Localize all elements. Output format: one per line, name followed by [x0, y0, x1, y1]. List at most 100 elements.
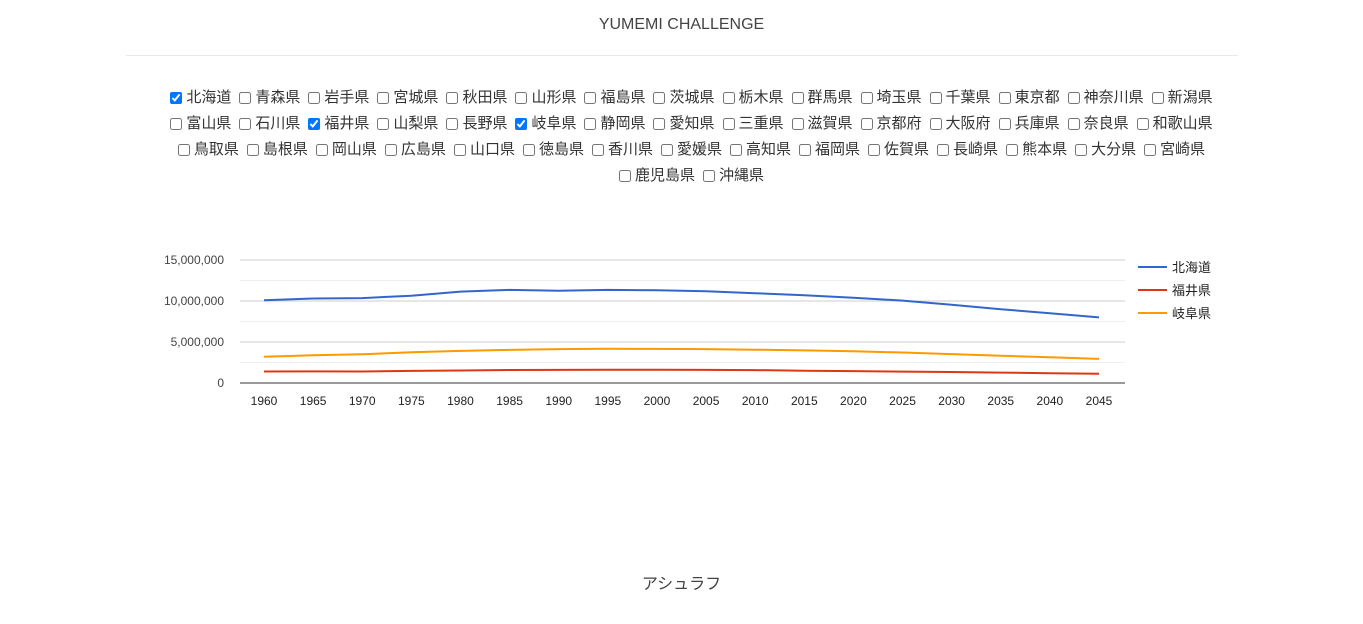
prefecture-checkbox[interactable] — [860, 91, 873, 104]
prefecture-option[interactable]: 茨城県 — [653, 86, 715, 109]
prefecture-option[interactable]: 新潟県 — [1151, 86, 1213, 109]
prefecture-checkbox[interactable] — [170, 91, 183, 104]
prefecture-checkbox[interactable] — [618, 169, 631, 182]
prefecture-option[interactable]: 徳島県 — [522, 138, 584, 161]
prefecture-checkbox[interactable] — [591, 143, 604, 156]
prefecture-checkbox[interactable] — [522, 143, 535, 156]
prefecture-option[interactable]: 福島県 — [584, 86, 645, 109]
prefecture-option[interactable]: 愛知県 — [653, 112, 715, 135]
prefecture-checkbox[interactable] — [660, 143, 673, 156]
x-tick-label: 1975 — [398, 394, 425, 408]
prefecture-option[interactable]: 大分県 — [1075, 138, 1136, 161]
x-tick-label: 2010 — [742, 394, 769, 408]
prefecture-option[interactable]: 静岡県 — [584, 112, 645, 135]
prefecture-checkbox[interactable] — [722, 91, 735, 104]
prefecture-option[interactable]: 福岡県 — [799, 138, 860, 161]
prefecture-checkbox[interactable] — [1144, 143, 1157, 156]
prefecture-checkbox[interactable] — [177, 143, 190, 156]
prefecture-option[interactable]: 鳥取県 — [177, 138, 239, 161]
prefecture-checkbox[interactable] — [377, 117, 390, 130]
prefecture-option[interactable]: 愛媛県 — [660, 138, 722, 161]
prefecture-option[interactable]: 和歌山県 — [1136, 112, 1213, 135]
prefecture-option[interactable]: 福井県 — [308, 112, 369, 135]
prefecture-checkbox[interactable] — [929, 91, 942, 104]
prefecture-option[interactable]: 香川県 — [591, 138, 653, 161]
prefecture-option[interactable]: 島根県 — [246, 138, 308, 161]
prefecture-option[interactable]: 奈良県 — [1067, 112, 1129, 135]
prefecture-checkbox[interactable] — [170, 117, 183, 130]
prefecture-checkbox[interactable] — [722, 117, 735, 130]
prefecture-option[interactable]: 北海道 — [170, 86, 231, 109]
prefecture-option[interactable]: 岐阜県 — [515, 112, 576, 135]
prefecture-checkbox[interactable] — [308, 91, 321, 104]
prefecture-option[interactable]: 東京都 — [998, 86, 1060, 109]
prefecture-checkbox[interactable] — [937, 143, 950, 156]
prefecture-checkbox[interactable] — [929, 117, 942, 130]
prefecture-checkbox[interactable] — [315, 143, 328, 156]
prefecture-checkbox[interactable] — [1067, 91, 1080, 104]
prefecture-checkbox[interactable] — [584, 91, 597, 104]
prefecture-checkbox[interactable] — [1006, 143, 1019, 156]
prefecture-option[interactable]: 千葉県 — [929, 86, 991, 109]
prefecture-option[interactable]: 山梨県 — [377, 112, 438, 135]
prefecture-checkbox[interactable] — [584, 117, 597, 130]
prefecture-option[interactable]: 宮崎県 — [1144, 138, 1205, 161]
prefecture-checkbox[interactable] — [1151, 91, 1164, 104]
prefecture-label: 高知県 — [746, 140, 792, 158]
prefecture-option[interactable]: 秋田県 — [446, 86, 507, 109]
prefecture-option[interactable]: 大阪府 — [929, 112, 991, 135]
prefecture-option[interactable]: 広島県 — [384, 138, 446, 161]
prefecture-checkbox[interactable] — [453, 143, 466, 156]
legend-label: 岐阜県 — [1172, 306, 1211, 322]
prefecture-option[interactable]: 佐賀県 — [868, 138, 929, 161]
prefecture-option[interactable]: 石川県 — [239, 112, 300, 135]
prefecture-checkbox[interactable] — [1075, 143, 1088, 156]
prefecture-checkbox[interactable] — [377, 91, 390, 104]
prefecture-option[interactable]: 岡山県 — [315, 138, 377, 161]
prefecture-option[interactable]: 宮城県 — [377, 86, 438, 109]
prefecture-checkbox[interactable] — [703, 169, 715, 182]
prefecture-checkbox[interactable] — [1067, 117, 1080, 130]
prefecture-checkbox[interactable] — [998, 91, 1011, 104]
prefecture-option[interactable]: 群馬県 — [791, 86, 853, 109]
prefecture-option[interactable]: 埼玉県 — [860, 86, 922, 109]
prefecture-checkbox[interactable] — [246, 143, 259, 156]
prefecture-checkbox[interactable] — [446, 117, 459, 130]
prefecture-option[interactable]: 山口県 — [453, 138, 515, 161]
prefecture-option[interactable]: 青森県 — [239, 86, 300, 109]
prefecture-option[interactable]: 長野県 — [446, 112, 507, 135]
prefecture-option[interactable]: 三重県 — [722, 112, 784, 135]
prefecture-checkbox[interactable] — [791, 91, 804, 104]
prefecture-checkbox[interactable] — [799, 143, 812, 156]
prefecture-option[interactable]: 鹿児島県 — [618, 164, 695, 187]
prefecture-option[interactable]: 長崎県 — [937, 138, 998, 161]
prefecture-option[interactable]: 神奈川県 — [1067, 86, 1144, 109]
prefecture-checkbox[interactable] — [730, 143, 742, 156]
prefecture-option[interactable]: 岩手県 — [308, 86, 369, 109]
prefecture-option[interactable]: 京都府 — [860, 112, 922, 135]
prefecture-checkbox[interactable] — [868, 143, 881, 156]
prefecture-option[interactable]: 山形県 — [515, 86, 576, 109]
prefecture-option[interactable]: 熊本県 — [1006, 138, 1067, 161]
prefecture-label: 富山県 — [186, 114, 232, 132]
prefecture-option[interactable]: 富山県 — [170, 112, 231, 135]
prefecture-checkbox[interactable] — [384, 143, 397, 156]
prefecture-checkbox[interactable] — [515, 117, 528, 130]
prefecture-checkbox[interactable] — [860, 117, 873, 130]
prefecture-checkbox[interactable] — [515, 91, 528, 104]
prefecture-label: 青森県 — [255, 88, 301, 106]
prefecture-option[interactable]: 滋賀県 — [791, 112, 853, 135]
prefecture-checkbox[interactable] — [446, 91, 459, 104]
prefecture-checkbox[interactable] — [791, 117, 804, 130]
prefecture-checkbox[interactable] — [653, 117, 666, 130]
prefecture-option[interactable]: 高知県 — [730, 138, 791, 161]
prefecture-option[interactable]: 沖縄県 — [703, 164, 764, 187]
prefecture-checkbox[interactable] — [998, 117, 1011, 130]
prefecture-checkbox[interactable] — [308, 117, 321, 130]
prefecture-checkbox[interactable] — [1136, 117, 1149, 130]
prefecture-option[interactable]: 兵庫県 — [998, 112, 1060, 135]
prefecture-checkbox[interactable] — [239, 91, 252, 104]
prefecture-checkbox[interactable] — [239, 117, 252, 130]
prefecture-option[interactable]: 栃木県 — [722, 86, 784, 109]
prefecture-checkbox[interactable] — [653, 91, 666, 104]
